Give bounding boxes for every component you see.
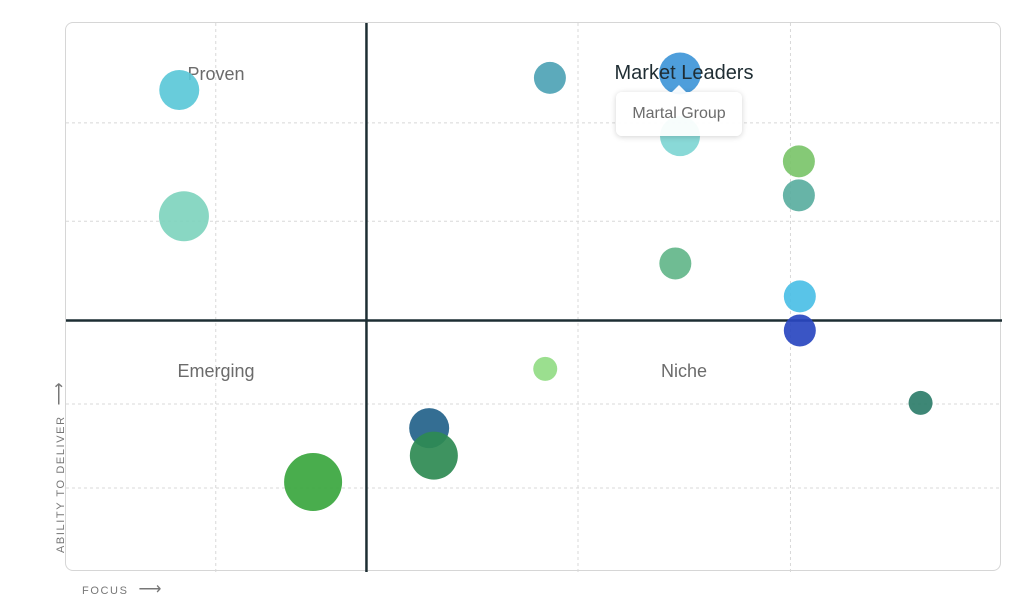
bubble: [782, 145, 815, 178]
arrow-right-icon: ⟶: [138, 581, 164, 598]
bubble: [659, 247, 692, 280]
arrow-up-icon: ⟶: [51, 380, 68, 406]
tooltip-label: Martal Group: [632, 105, 726, 122]
tooltip: Martal Group: [616, 85, 742, 136]
bubble: [908, 390, 933, 415]
quadrant-label-bottom-left: Emerging: [177, 361, 254, 381]
plot-area: Proven Emerging Niche Market Leaders: [65, 22, 1002, 572]
quadrant-label-top-right: Market Leaders: [615, 62, 754, 84]
quadrant-label-top-left: Proven: [187, 64, 244, 84]
bubble: [783, 314, 816, 347]
bubble: [533, 356, 558, 381]
bubble-chart: Proven Emerging Niche Market Leaders: [66, 23, 1002, 572]
bubble: [533, 61, 566, 94]
bubble: [659, 52, 702, 95]
bubble: [158, 191, 209, 242]
bubble: [159, 69, 200, 110]
quadrant-label-bottom-right: Niche: [661, 361, 707, 381]
bubble: [284, 452, 343, 511]
bubble: [782, 179, 815, 212]
bubble: [409, 431, 458, 480]
y-axis-label: ABILITY TO DELIVER⟶: [51, 380, 68, 553]
bubble: [783, 280, 816, 313]
x-axis-label: FOCUS ⟶: [82, 581, 164, 598]
